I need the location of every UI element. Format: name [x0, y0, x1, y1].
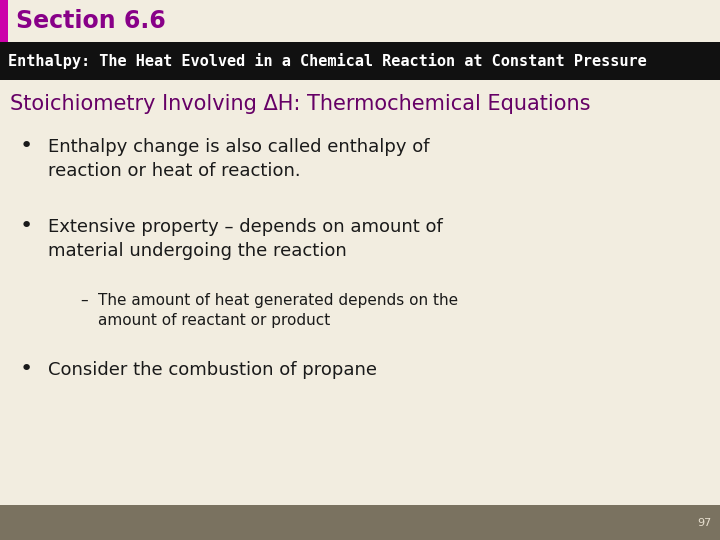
- Bar: [0, 0, 8, 42]
- Text: Enthalpy: The Heat Evolved in a Chemical Reaction at Constant Pressure: Enthalpy: The Heat Evolved in a Chemical…: [8, 53, 647, 69]
- Text: •: •: [20, 359, 33, 379]
- Text: Consider the combustion of propane: Consider the combustion of propane: [48, 361, 377, 379]
- Text: •: •: [20, 216, 33, 236]
- Text: Extensive property – depends on amount of
material undergoing the reaction: Extensive property – depends on amount o…: [48, 218, 443, 260]
- Text: The amount of heat generated depends on the
amount of reactant or product: The amount of heat generated depends on …: [98, 293, 458, 328]
- Text: Section 6.6: Section 6.6: [16, 9, 166, 33]
- Text: 97: 97: [698, 517, 712, 528]
- Bar: [0, 505, 720, 540]
- Bar: [0, 42, 720, 80]
- Text: –: –: [80, 293, 88, 308]
- Text: •: •: [20, 136, 33, 156]
- Text: Enthalpy change is also called enthalpy of
reaction or heat of reaction.: Enthalpy change is also called enthalpy …: [48, 138, 430, 180]
- Bar: [0, 0, 720, 42]
- Text: Stoichiometry Involving ΔH: Thermochemical Equations: Stoichiometry Involving ΔH: Thermochemic…: [10, 94, 590, 114]
